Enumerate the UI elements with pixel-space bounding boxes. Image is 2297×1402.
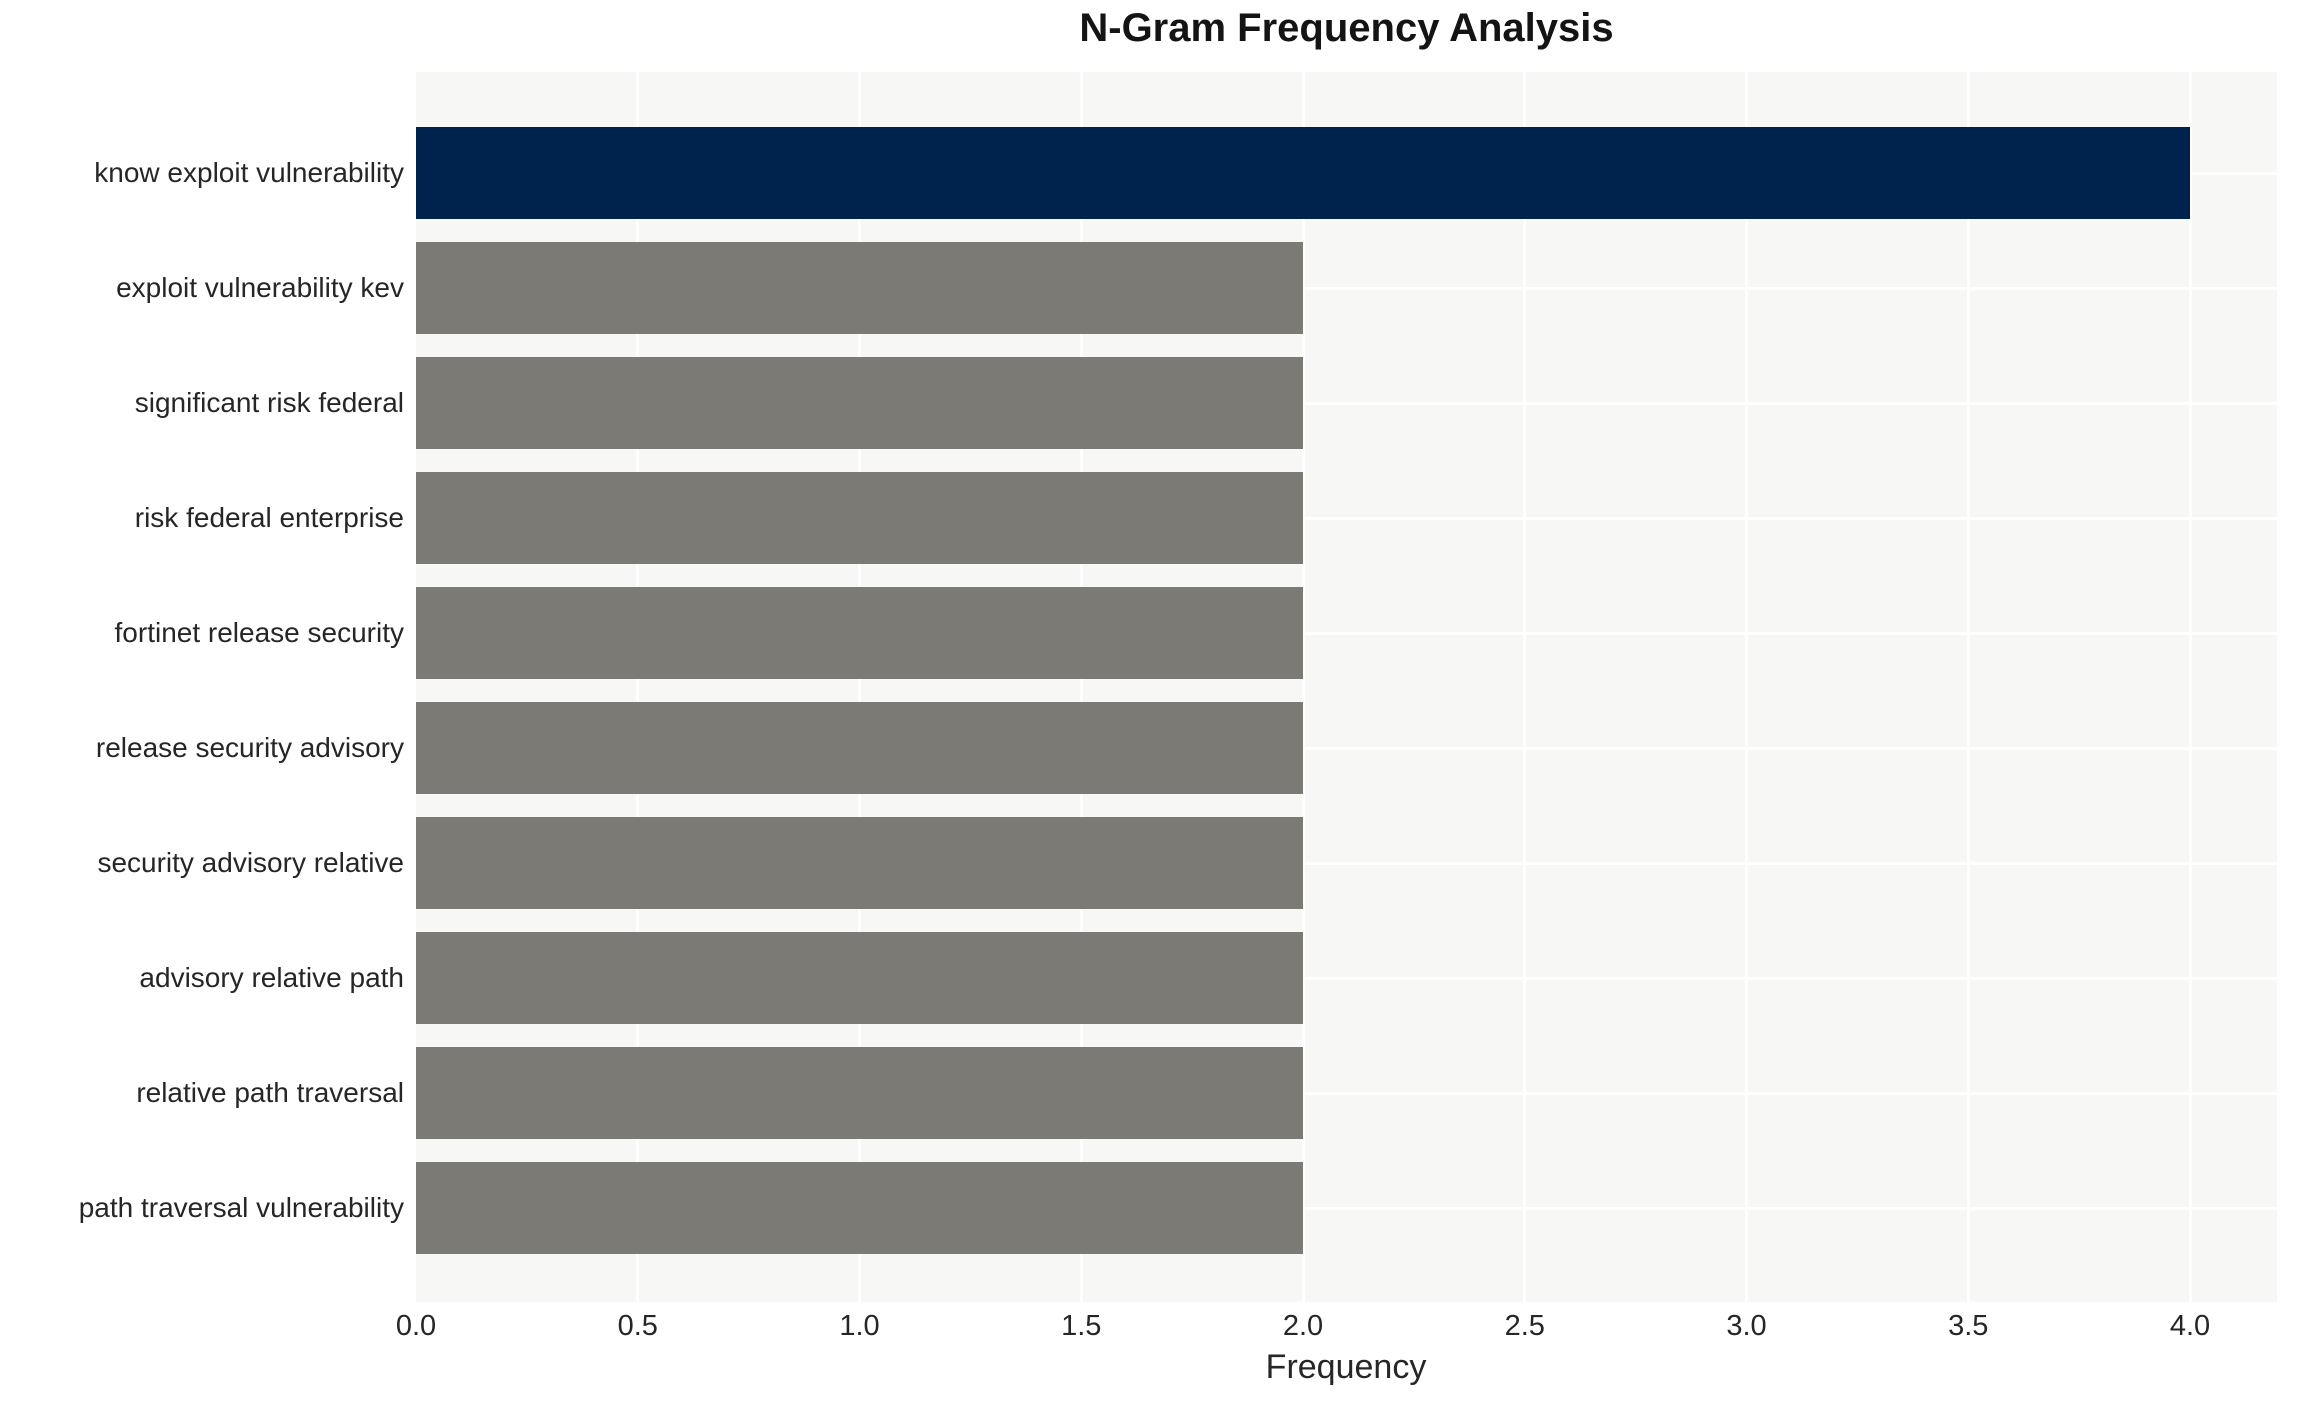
- gridline-horizontal: [416, 401, 2277, 405]
- gridline-horizontal: [416, 1091, 2277, 1095]
- gridline-vertical: [1301, 72, 1305, 1302]
- category-label: advisory relative path: [139, 962, 404, 993]
- gridline-horizontal: [416, 1206, 2277, 1210]
- x-tick-label: 0.0: [395, 1310, 437, 1342]
- x-tick-label: 3.0: [1726, 1310, 1767, 1342]
- gridline-vertical: [1079, 72, 1083, 1302]
- gridline-horizontal: [416, 631, 2277, 635]
- bar-relative-path-traversal: [416, 1047, 1303, 1139]
- bar-exploit-vulnerability-kev: [416, 242, 1303, 334]
- gridline-horizontal: [416, 746, 2277, 750]
- plot-area: [416, 72, 2277, 1302]
- x-tick-label: 1.5: [1061, 1310, 1102, 1342]
- y-axis-labels: know exploit vulnerability exploit vulner…: [0, 72, 404, 1302]
- category-label: risk federal enterprise: [134, 502, 404, 533]
- x-tick-label: 2.0: [1282, 1310, 1324, 1342]
- bar-path-traversal-vulnerability: [416, 1162, 1303, 1254]
- category-label: relative path traversal: [136, 1077, 404, 1108]
- x-tick-label: 0.5: [617, 1310, 658, 1342]
- bar-security-advisory-relative: [416, 817, 1303, 909]
- bar-risk-federal-enterprise: [416, 472, 1303, 564]
- gridline-horizontal: [416, 861, 2277, 865]
- x-tick-label: 2.5: [1504, 1310, 1545, 1342]
- bar-advisory-relative-path: [416, 932, 1303, 1024]
- gridline-horizontal: [416, 516, 2277, 520]
- bar-fortinet-release-security: [416, 587, 1303, 679]
- x-tick-label: 1.0: [839, 1310, 880, 1342]
- gridline-horizontal: [416, 976, 2277, 980]
- x-tick-label: 3.5: [1948, 1310, 1989, 1342]
- gridline-vertical: [1745, 72, 1748, 1302]
- category-label: security advisory relative: [97, 847, 404, 878]
- category-label: exploit vulnerability kev: [116, 272, 404, 303]
- x-axis-label: Frequency: [1265, 1348, 1427, 1386]
- bar-release-security-advisory: [416, 702, 1303, 794]
- gridline-vertical: [1966, 72, 1970, 1302]
- bar-significant-risk-federal: [416, 357, 1303, 449]
- gridline-vertical: [2188, 72, 2192, 1302]
- category-label: know exploit vulnerability: [94, 157, 404, 188]
- category-label: significant risk federal: [134, 387, 404, 418]
- gridline-vertical: [636, 72, 640, 1302]
- chart-title: N-Gram Frequency Analysis: [1079, 6, 1614, 50]
- gridline-vertical: [858, 72, 861, 1302]
- gridline-horizontal: [416, 286, 2277, 290]
- category-label: fortinet release security: [114, 617, 404, 648]
- bar-know-exploit-vulnerability: [416, 127, 2190, 219]
- category-label: path traversal vulnerability: [78, 1192, 404, 1223]
- category-label: release security advisory: [95, 732, 404, 763]
- x-tick-label: 4.0: [2169, 1310, 2211, 1342]
- gridline-vertical: [1523, 72, 1527, 1302]
